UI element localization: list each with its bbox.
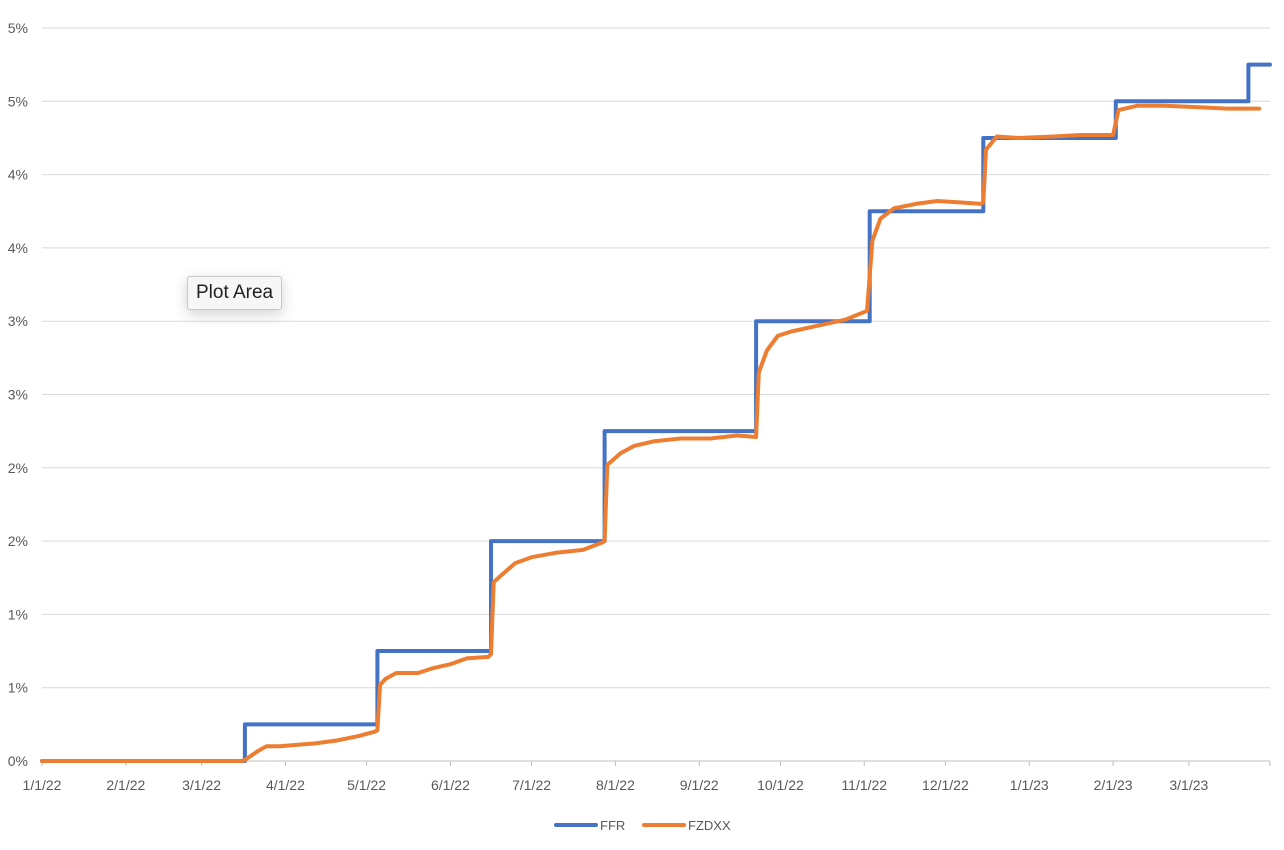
- legend-label-fzdxx[interactable]: FZDXX: [688, 818, 731, 833]
- x-tick-label: 8/1/22: [596, 777, 635, 793]
- x-tick-label: 5/1/22: [347, 777, 386, 793]
- x-tick-label: 11/1/22: [841, 777, 887, 793]
- y-tick-label: 1%: [8, 680, 28, 696]
- x-tick-label: 12/1/22: [922, 777, 969, 793]
- x-tick-label: 9/1/22: [680, 777, 719, 793]
- y-tick-label: 0%: [8, 753, 28, 769]
- plot-area-tooltip: Plot Area: [187, 276, 283, 310]
- x-axis-ticks: 1/1/22 2/1/22 3/1/22 4/1/22 5/1/22 6/1/22 7/1/…: [23, 760, 1271, 793]
- y-tick-label: 1%: [8, 606, 28, 622]
- y-tick-label: 2%: [8, 533, 28, 549]
- y-tick-label: 5%: [8, 20, 28, 36]
- x-tick-label: 2/1/22: [106, 777, 145, 793]
- x-tick-label: 7/1/22: [512, 777, 551, 793]
- series-line-fzdxx[interactable]: [40, 103, 1262, 763]
- x-tick-label: 2/1/23: [1094, 777, 1133, 793]
- series-lines[interactable]: [40, 62, 1272, 763]
- x-tick-label: 4/1/22: [266, 777, 305, 793]
- legend-label-ffr[interactable]: FFR: [600, 818, 625, 833]
- y-tick-label: 5%: [8, 93, 28, 109]
- y-tick-label: 4%: [8, 167, 28, 183]
- x-tick-label: 10/1/22: [757, 777, 804, 793]
- x-tick-label: 3/1/23: [1169, 777, 1208, 793]
- y-tick-label: 3%: [8, 387, 28, 403]
- y-tick-label: 2%: [8, 460, 28, 476]
- y-tick-label: 3%: [8, 313, 28, 329]
- series-line-ffr[interactable]: [40, 62, 1272, 763]
- gridlines: [42, 27, 1270, 762]
- y-axis-ticks: 0% 1% 1% 2% 2% 3% 3% 4% 4% 5% 5%: [8, 20, 28, 769]
- x-tick-label: 6/1/22: [431, 777, 470, 793]
- y-tick-label: 4%: [8, 240, 28, 256]
- x-tick-label: 3/1/22: [182, 777, 221, 793]
- x-tick-label: 1/1/22: [23, 777, 62, 793]
- x-tick-label: 1/1/23: [1010, 777, 1049, 793]
- legend[interactable]: FFR FZDXX: [554, 818, 731, 833]
